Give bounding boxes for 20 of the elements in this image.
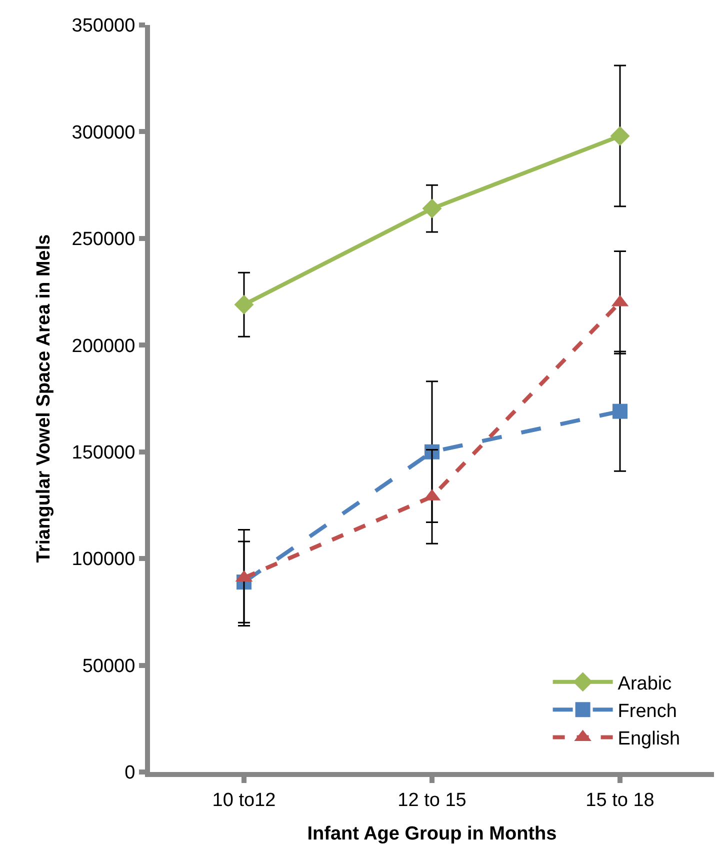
y-tick-label: 200000 xyxy=(72,336,136,357)
y-axis-title: Triangular Vowel Space Area in Mels xyxy=(34,234,55,563)
y-tick-label: 300000 xyxy=(72,122,136,144)
legend-label: Arabic xyxy=(618,673,672,694)
point xyxy=(610,126,630,146)
y-tick-label: 250000 xyxy=(72,229,136,250)
legend-label: English xyxy=(618,728,680,750)
y-tick-label: 350000 xyxy=(72,16,136,37)
y-tick-label: 0 xyxy=(124,762,136,784)
point xyxy=(234,294,254,314)
y-tick-label: 150000 xyxy=(72,442,136,464)
x-axis-title: Infant Age Group in Months xyxy=(307,824,557,845)
x-tick-label: 12 to 15 xyxy=(398,790,466,811)
y-tick-label: 100000 xyxy=(72,549,136,570)
x-tick-label: 10 to12 xyxy=(212,790,276,811)
y-tick-label: 50000 xyxy=(82,656,136,677)
point xyxy=(612,404,628,419)
legend-label: French xyxy=(618,701,677,722)
x-tick-label: 15 to 18 xyxy=(586,790,654,811)
point xyxy=(422,198,442,218)
